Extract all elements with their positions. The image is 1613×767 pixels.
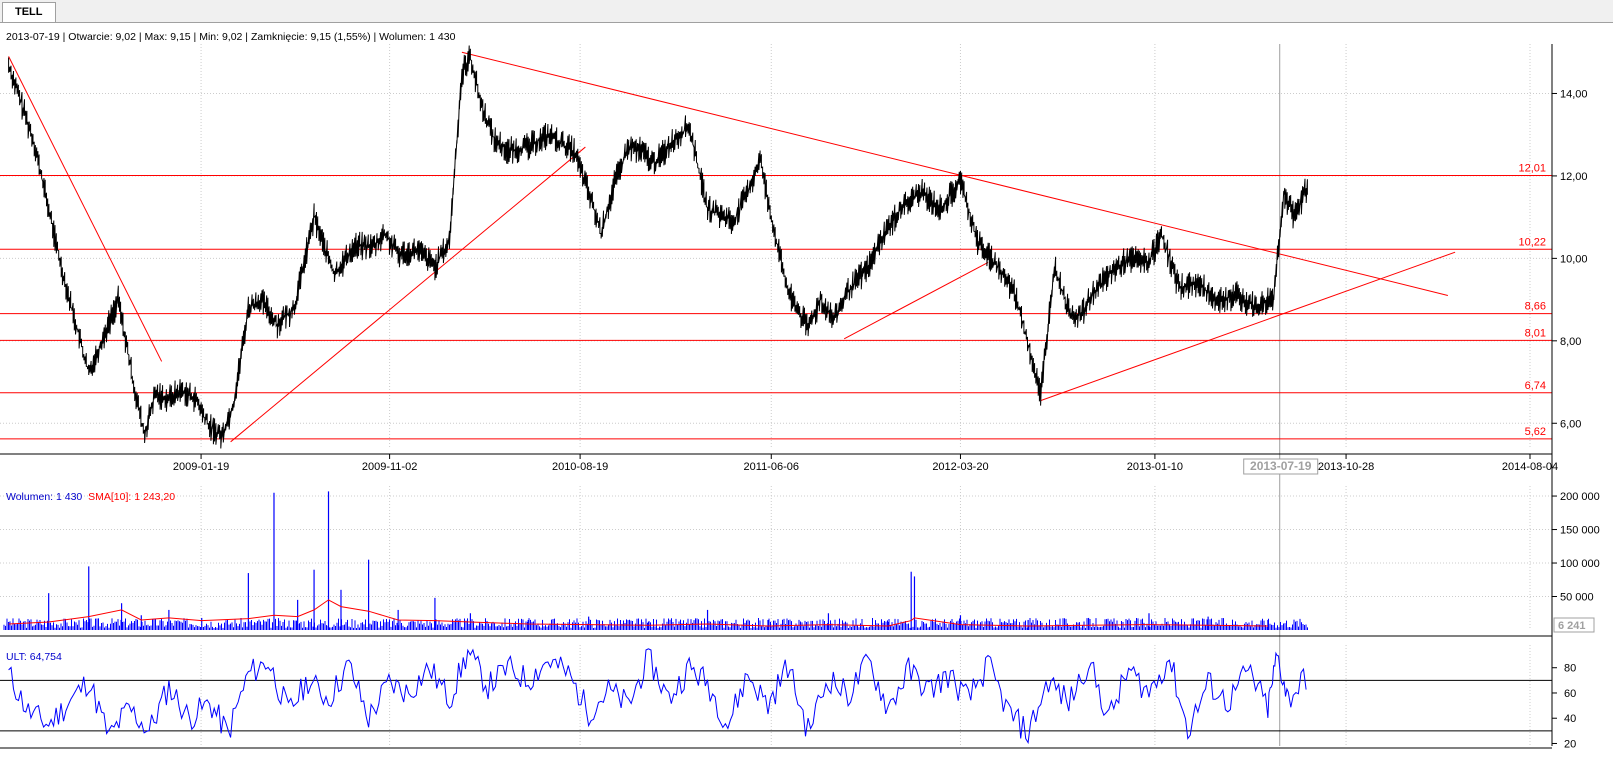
trend-line xyxy=(461,51,1449,296)
level-label: 5,62 xyxy=(1525,426,1546,438)
volume-info-header: Wolumen: 1 430 SMA[10]: 1 243,20 xyxy=(6,491,175,503)
axis-labels: 2009-01-19 2009-11-02 2010-08-19 2011-06-06… xyxy=(173,88,1600,750)
tab-tell[interactable]: TELL xyxy=(2,2,56,22)
cursor-date-box xyxy=(1243,458,1319,475)
axes xyxy=(200,44,1557,746)
chart-area[interactable]: 2009-01-19 2009-11-02 2010-08-19 2011-06-06… xyxy=(0,23,1613,767)
level-label: 12,01 xyxy=(1518,163,1546,175)
x-tick-label: 2009-11-02 xyxy=(362,461,417,473)
tab-bar: TELL xyxy=(0,0,1613,23)
ult-line xyxy=(8,648,1307,745)
trend-line xyxy=(8,56,163,362)
x-tick-label: 2011-06-06 xyxy=(744,461,799,473)
x-tick-label: 2009-01-19 xyxy=(173,461,229,473)
level-label: 8,66 xyxy=(1525,301,1546,313)
volume-last-value-box xyxy=(1553,617,1595,633)
price-line xyxy=(8,45,1308,449)
price-y-tick-label: 8,00 xyxy=(1560,336,1581,348)
ult-y-tick-label: 80 xyxy=(1564,663,1576,675)
level-label: 8,01 xyxy=(1525,327,1546,339)
grid xyxy=(0,44,1552,746)
trend-line xyxy=(230,146,586,443)
cursor-date-label: 2013-07-19 xyxy=(1250,459,1312,473)
ult-y-tick-label: 60 xyxy=(1564,688,1576,700)
price-y-tick-label: 6,00 xyxy=(1560,418,1581,430)
price-y-tick-label: 10,00 xyxy=(1560,253,1588,265)
trend-line xyxy=(1040,251,1456,402)
volume-y-tick-label: 150 000 xyxy=(1560,525,1600,537)
volume-last-value: 6 241 xyxy=(1558,620,1586,632)
level-label: 6,74 xyxy=(1525,380,1546,392)
x-tick-label: 2014-08-04 xyxy=(1502,461,1558,473)
x-tick-label: 2013-01-10 xyxy=(1127,461,1183,473)
volume-y-tick-label: 200 000 xyxy=(1560,491,1600,503)
volume-y-tick-label: 50 000 xyxy=(1560,592,1594,604)
trend-lines xyxy=(8,51,1456,443)
x-tick-label: 2013-10-28 xyxy=(1318,461,1374,473)
ult-info-header: ULT: 64,754 xyxy=(6,651,62,663)
trend-line xyxy=(843,262,989,340)
x-tick-label: 2010-08-19 xyxy=(552,461,608,473)
volume-label: Wolumen: 1 430 xyxy=(6,491,83,503)
horizontal-levels xyxy=(0,175,1552,440)
level-label: 10,22 xyxy=(1518,236,1546,248)
price-y-tick-label: 14,00 xyxy=(1560,88,1588,100)
volume-y-tick-label: 100 000 xyxy=(1560,558,1600,570)
price-y-tick-label: 12,00 xyxy=(1560,171,1588,183)
sma-label: SMA[10]: 1 243,20 xyxy=(88,491,176,503)
sma-line xyxy=(8,599,1268,627)
ult-y-tick-label: 40 xyxy=(1564,713,1576,725)
price-info-header: 2013-07-19 | Otwarcie: 9,02 | Max: 9,15 … xyxy=(6,31,456,43)
x-tick-label: 2012-03-20 xyxy=(932,461,988,473)
panes xyxy=(0,453,1552,749)
ult-y-tick-label: 20 xyxy=(1564,738,1576,750)
volume-bars xyxy=(3,491,1308,630)
